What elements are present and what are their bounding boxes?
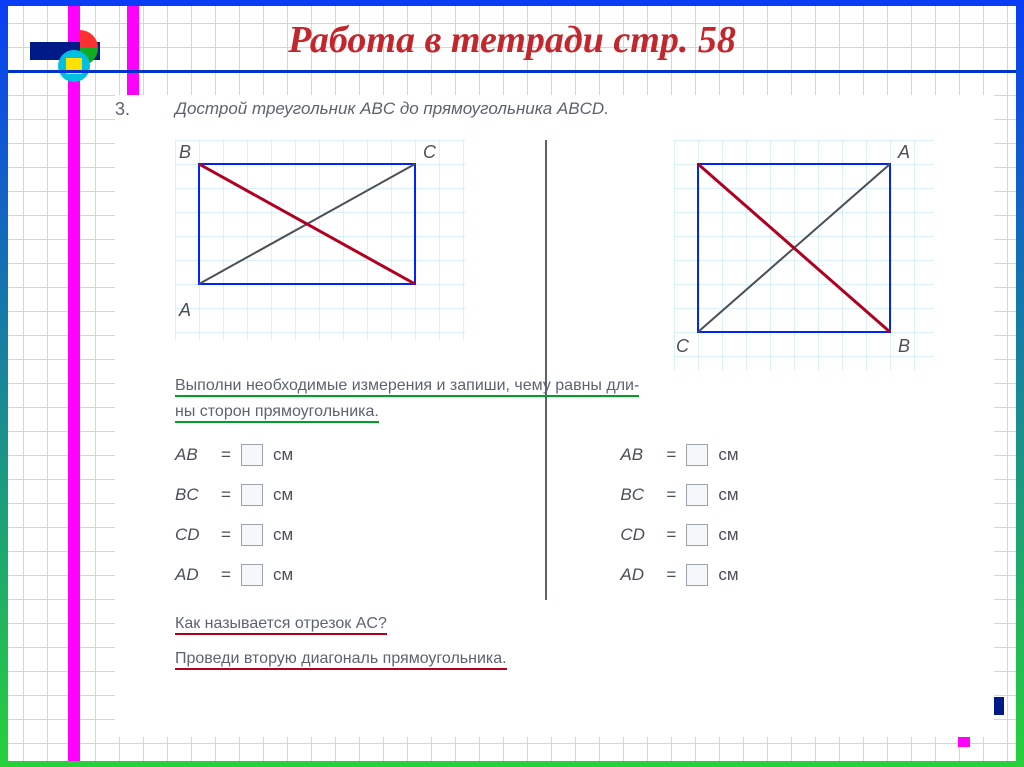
label-B: B <box>179 142 191 162</box>
question-2: Проведи вторую диагональ прямоугольника. <box>175 650 984 668</box>
measurements: AB=см BC=см CD=см AD=см AB=см BC=см CD=с… <box>175 435 984 605</box>
measure-row: BC=см <box>620 475 944 515</box>
frame-border-right <box>1016 0 1024 767</box>
slide-frame: Работа в тетради стр. 58 3. Дострой треу… <box>0 0 1024 767</box>
label-A: A <box>178 300 191 320</box>
diagram-left: B C A <box>175 140 465 340</box>
input-box[interactable] <box>241 524 263 546</box>
measure-row: AB=см <box>620 435 944 475</box>
frame-border-top <box>0 0 1024 6</box>
diagram-row: B C A A B C <box>175 140 994 370</box>
measure-row: BC=см <box>175 475 499 515</box>
input-box[interactable] <box>686 564 708 586</box>
instruction-line2: ны сторон прямоугольника. <box>175 403 379 423</box>
measure-col-left: AB=см BC=см CD=см AD=см <box>175 435 499 595</box>
input-box[interactable] <box>686 484 708 506</box>
input-box[interactable] <box>241 444 263 466</box>
label-B: B <box>898 336 910 356</box>
measure-row: AD=см <box>175 555 499 595</box>
input-box[interactable] <box>686 444 708 466</box>
measure-col-right: AB=см BC=см CD=см AD=см <box>620 435 944 595</box>
input-box[interactable] <box>686 524 708 546</box>
measure-row: AD=см <box>620 555 944 595</box>
measure-row: AB=см <box>175 435 499 475</box>
input-box[interactable] <box>241 484 263 506</box>
measure-row: CD=см <box>175 515 499 555</box>
decor-vbar-1 <box>68 6 80 761</box>
label-C: C <box>676 336 690 356</box>
task-text: Дострой треугольник ABC до прямоугольник… <box>175 99 609 119</box>
frame-border-bottom <box>0 761 1024 767</box>
measure-row: CD=см <box>620 515 944 555</box>
label-C: C <box>423 142 437 162</box>
frame-border-left <box>0 0 8 767</box>
content-panel: 3. Дострой треугольник ABC до прямоуголь… <box>115 95 994 737</box>
label-A: A <box>897 142 910 162</box>
slide-title: Работа в тетради стр. 58 <box>0 18 1024 62</box>
input-box[interactable] <box>241 564 263 586</box>
question-1: Как называется отрезок AC? <box>175 615 984 633</box>
diagram-right: A B C <box>674 140 934 370</box>
title-underline <box>8 70 1016 73</box>
task-number: 3. <box>115 99 130 120</box>
instruction-line1: Выполни необходимые измерения и запиши, … <box>175 377 639 397</box>
instruction: Выполни необходимые измерения и запиши, … <box>175 373 984 424</box>
